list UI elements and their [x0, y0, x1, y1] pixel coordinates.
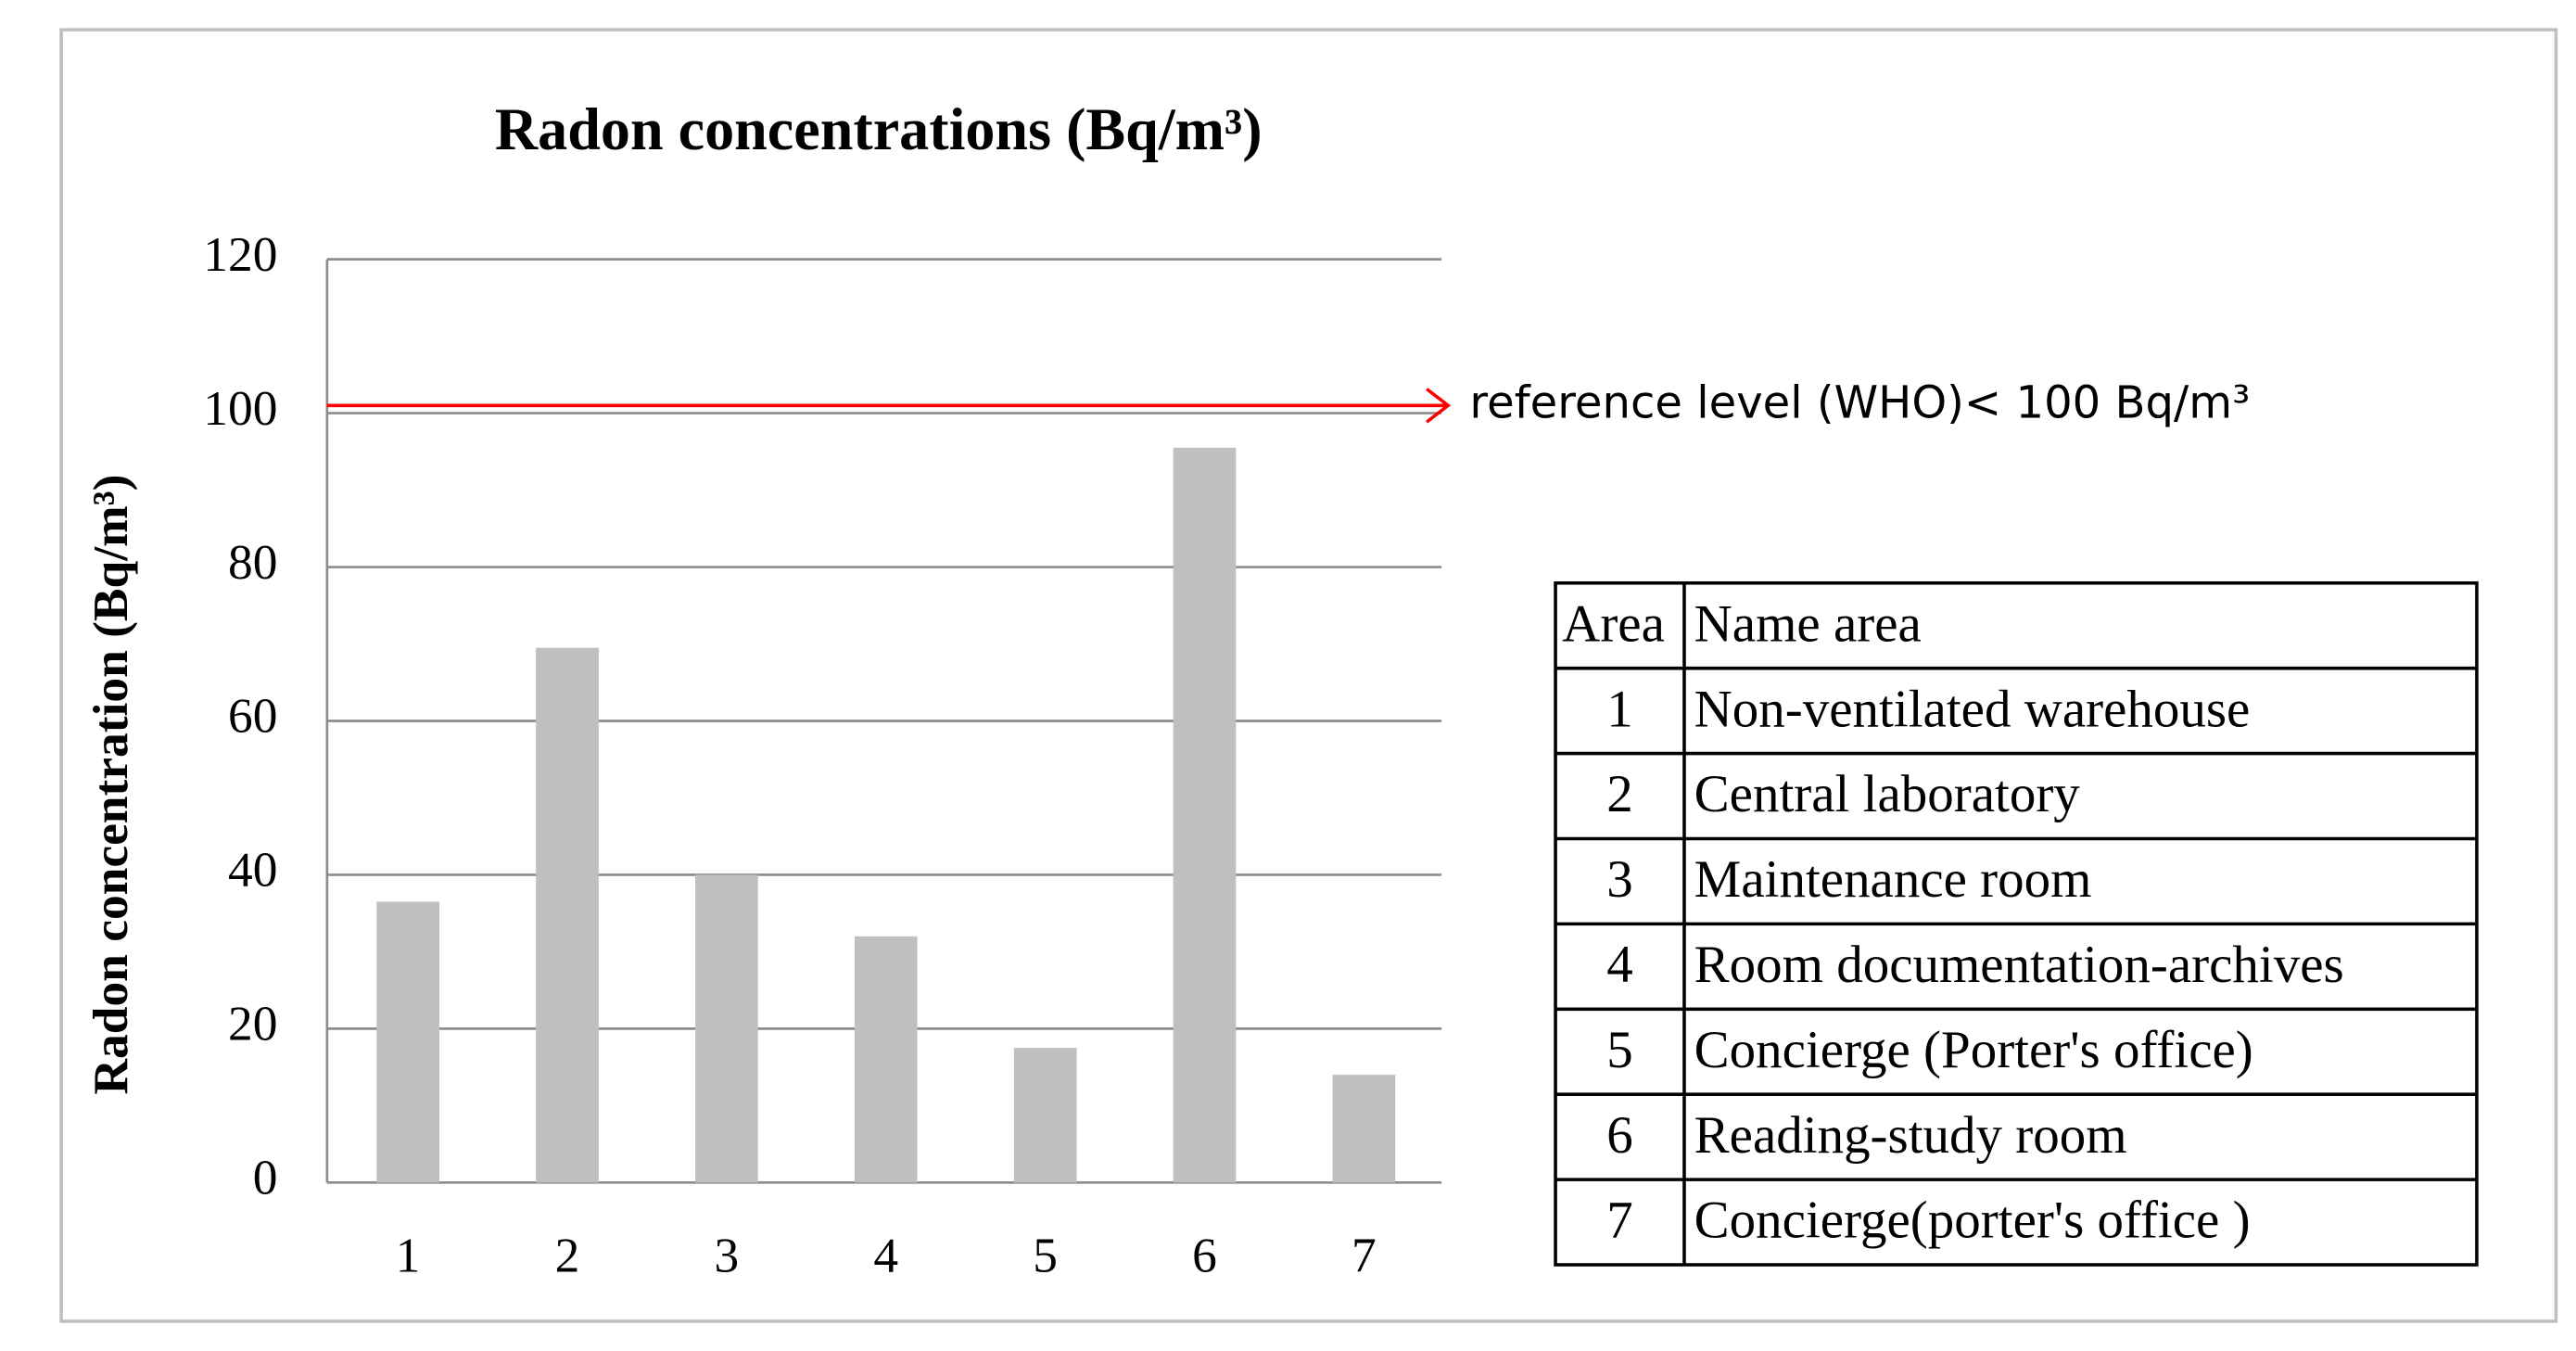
y-tick-label: 20: [228, 996, 277, 1051]
x-tick-label: 6: [1192, 1227, 1217, 1282]
table-cell: 4: [1606, 936, 1633, 994]
bar: [376, 901, 439, 1183]
table-cell: 1: [1606, 680, 1633, 738]
y-tick-label: 40: [228, 842, 277, 898]
table-cell: 7: [1606, 1192, 1633, 1250]
bar: [1173, 447, 1237, 1183]
y-tick-label: 100: [203, 380, 277, 436]
table-cell: 2: [1606, 765, 1633, 823]
y-tick-label: 80: [228, 534, 277, 590]
bar: [1013, 1048, 1077, 1183]
table-cell: 6: [1606, 1106, 1633, 1165]
y-tick-label: 0: [253, 1150, 278, 1205]
table-cell: Concierge(porter's office ): [1694, 1192, 2251, 1250]
y-tick-label: 120: [203, 226, 277, 282]
y-axis-label: Radon concentration (Bq/m³): [82, 475, 138, 1095]
table-cell: 5: [1606, 1021, 1633, 1079]
table-cell: Room documentation-archives: [1694, 936, 2344, 994]
table-cell: Name area: [1694, 594, 1922, 653]
reference-arrow-head: [1426, 388, 1452, 424]
table-cell: Concierge (Porter's office): [1694, 1021, 2253, 1079]
x-tick-label: 1: [396, 1227, 421, 1282]
table-cell: Non-ventilated warehouse: [1694, 680, 2251, 738]
x-tick-label: 2: [555, 1227, 580, 1282]
x-tick-label: 7: [1351, 1227, 1377, 1282]
table-cell: Reading-study room: [1694, 1106, 2127, 1165]
table-cell: 3: [1606, 850, 1633, 909]
bar: [854, 936, 918, 1183]
chart-title: Radon concentrations (Bq/m³): [495, 96, 1263, 162]
x-tick-label: 3: [715, 1227, 740, 1282]
bar: [536, 647, 599, 1183]
x-tick-label: 5: [1033, 1227, 1058, 1282]
x-tick-label: 4: [873, 1227, 898, 1282]
reference-label: reference level (WHO)< 100 Bq/m³: [1469, 376, 2250, 428]
table-cell: Central laboratory: [1694, 765, 2081, 823]
table-cell: Area: [1562, 594, 1665, 653]
table-cell: Maintenance room: [1694, 850, 2092, 909]
y-tick-label: 60: [228, 688, 277, 744]
bar: [1332, 1075, 1396, 1183]
bar: [695, 874, 758, 1183]
